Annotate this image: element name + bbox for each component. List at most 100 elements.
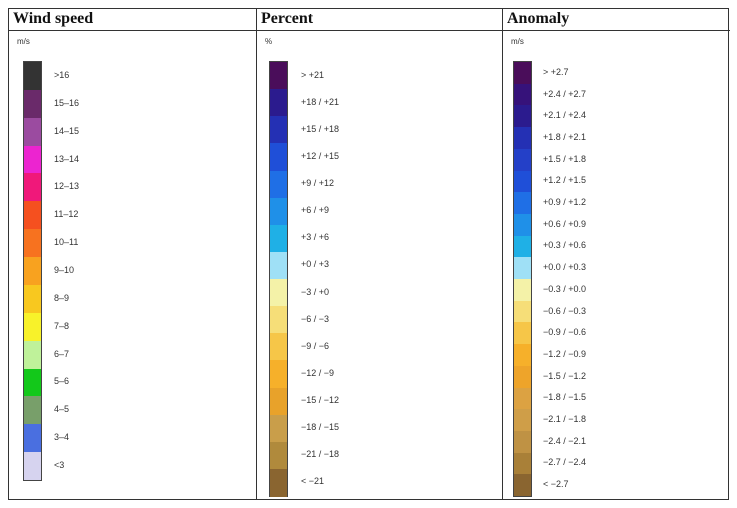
unit-label: m/s [17, 37, 30, 46]
color-swatch [270, 170, 287, 199]
column-title: Percent [261, 10, 314, 27]
range-label: −1.2 / −0.9 [543, 348, 587, 359]
color-swatch [270, 251, 287, 280]
color-swatch [270, 441, 287, 470]
color-swatch [514, 322, 531, 345]
color-swatch [270, 360, 287, 388]
range-label: −2.7 / −2.4 [543, 457, 587, 468]
range-label: +0.0 / +0.3 [543, 262, 587, 273]
range-label: −18 / −15 [301, 422, 340, 433]
range-label: +6 / +9 [301, 205, 330, 216]
color-swatch [514, 127, 531, 150]
color-swatch [514, 387, 531, 410]
color-swatch [270, 116, 287, 144]
color-swatch [514, 474, 531, 497]
color-swatch [514, 344, 531, 367]
range-label: +0.9 / +1.2 [543, 197, 587, 208]
color-swatch [24, 284, 41, 314]
range-label: −9 / −6 [301, 340, 330, 351]
unit-label: % [265, 37, 273, 46]
range-label: −0.6 / −0.3 [543, 305, 587, 316]
color-swatch [514, 300, 531, 323]
column-title: Wind speed [13, 10, 94, 27]
range-label: −21 / −18 [301, 449, 340, 460]
color-swatch [24, 257, 41, 286]
color-swatch [24, 229, 41, 258]
color-swatch [24, 424, 41, 453]
color-swatch [270, 414, 287, 443]
range-label: 9–10 [54, 265, 75, 275]
range-label: 15–16 [54, 97, 80, 108]
color-swatch [270, 62, 287, 90]
color-swatch [514, 62, 531, 85]
color-swatch [270, 143, 287, 171]
range-label: −1.8 / −1.5 [543, 392, 587, 403]
color-swatch [514, 192, 531, 215]
color-swatch [24, 368, 41, 397]
range-label: 10–11 [54, 237, 79, 248]
range-label: −2.1 / −1.8 [543, 414, 587, 425]
color-swatch [270, 333, 287, 361]
color-swatch [24, 396, 41, 425]
color-swatch [270, 306, 287, 334]
column-title: Anomaly [507, 10, 570, 27]
color-swatch [514, 430, 531, 454]
range-label: 7–8 [54, 320, 70, 331]
color-swatch [24, 117, 41, 147]
color-swatch [270, 197, 287, 226]
range-label: 14–15 [54, 125, 80, 136]
range-label: > +2.7 [543, 66, 569, 77]
color-swatch [514, 452, 531, 475]
range-label: < −21 [301, 476, 325, 487]
color-swatch [24, 340, 41, 370]
color-swatch [514, 409, 531, 432]
column-header: Percent [257, 9, 502, 31]
range-label: 13–14 [54, 153, 80, 164]
range-label: +0.6 / +0.9 [543, 218, 587, 229]
color-swatch [514, 365, 531, 388]
unit-label: m/s [511, 37, 524, 46]
color-swatch [24, 62, 41, 91]
color-swatch [270, 89, 287, 117]
column-header: Wind speed [9, 9, 256, 31]
range-label: 8–9 [54, 292, 70, 303]
color-swatch [514, 257, 531, 280]
range-label: −0.9 / −0.6 [543, 327, 587, 338]
range-label: +12 / +15 [301, 150, 340, 161]
color-swatch [514, 213, 531, 237]
range-label: +2.1 / +2.4 [543, 110, 587, 121]
range-label: +9 / +12 [301, 178, 335, 189]
color-swatch [270, 468, 287, 497]
range-label: +3 / +6 [301, 232, 330, 243]
color-swatch [24, 312, 41, 342]
range-label: 3–4 [54, 432, 70, 443]
color-swatch [24, 89, 41, 119]
color-swatch [24, 452, 41, 481]
anomaly-column: Anomaly m/s > +2.7 +2.4 / +2.7 +2.1 / +2.4… [503, 9, 730, 499]
range-label: +1.8 / +2.1 [543, 131, 587, 142]
range-label: > +21 [301, 69, 325, 80]
color-swatch [514, 105, 531, 128]
range-label: −1.5 / −1.2 [543, 370, 587, 381]
range-label: 11–12 [54, 209, 79, 220]
color-swatch [514, 148, 531, 171]
range-label: +0 / +3 [301, 259, 330, 270]
range-label: −12 / −9 [301, 367, 335, 378]
range-label: +15 / +18 [301, 123, 340, 134]
range-label: >16 [54, 69, 70, 80]
range-label: −0.3 / +0.0 [543, 283, 587, 294]
range-label: −15 / −12 [301, 395, 340, 406]
range-label: −3 / +0 [301, 286, 330, 297]
range-label: 6–7 [54, 348, 70, 359]
color-swatch [24, 201, 41, 230]
range-label: 5–6 [54, 376, 70, 387]
color-bar [23, 61, 42, 481]
range-label: 12–13 [54, 181, 80, 192]
column-header: Anomaly [503, 9, 730, 31]
color-swatch [24, 173, 41, 202]
range-label: −6 / −3 [301, 313, 330, 324]
range-label: +18 / +21 [301, 96, 340, 107]
range-label: 4–5 [54, 404, 70, 415]
color-swatch [514, 279, 531, 302]
color-swatch [514, 235, 531, 258]
